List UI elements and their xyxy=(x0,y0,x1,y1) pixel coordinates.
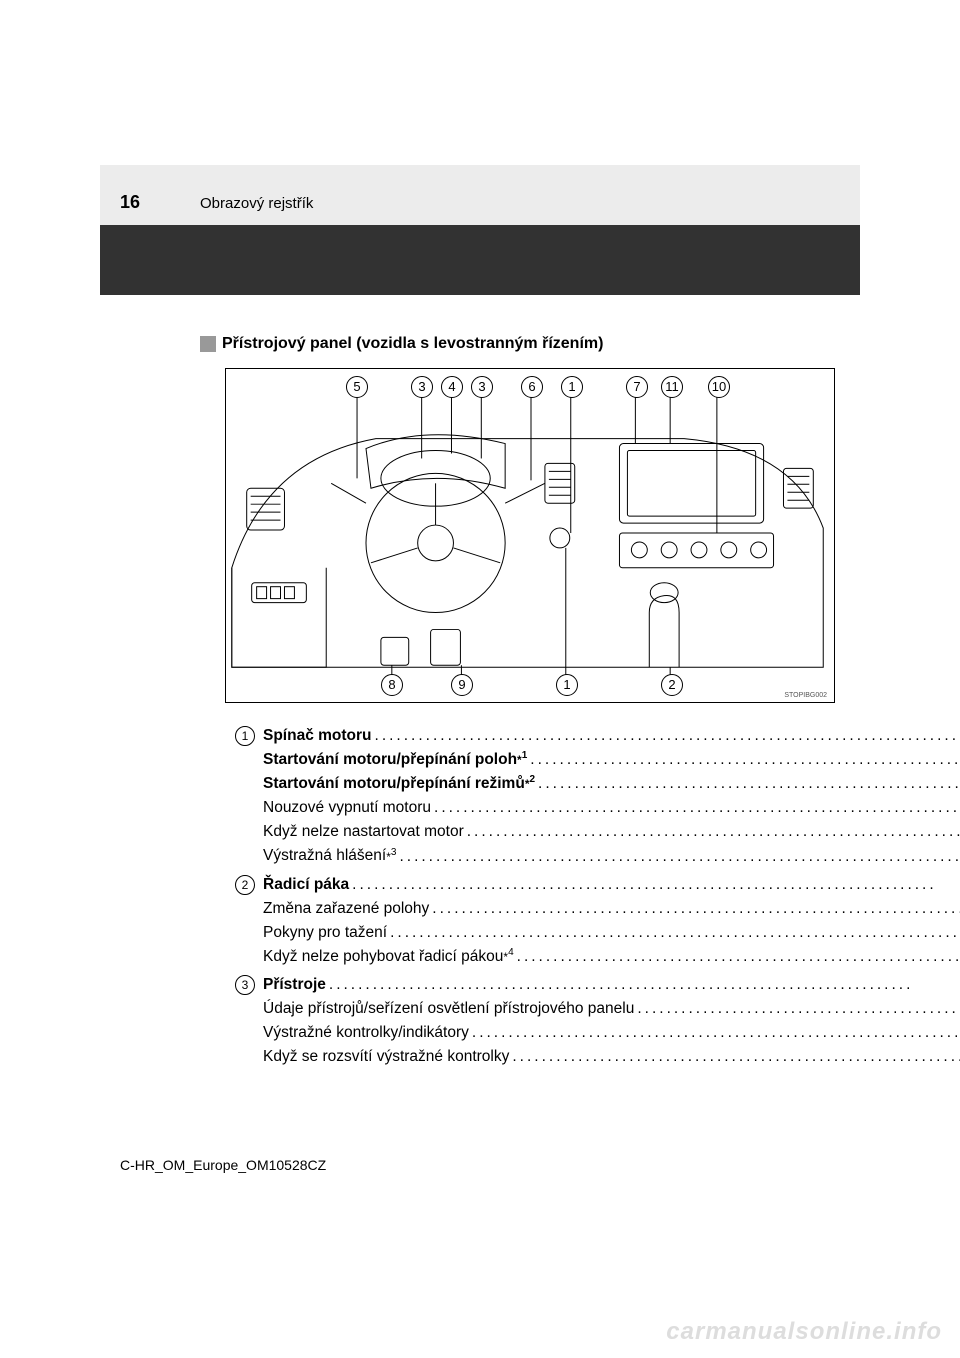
callout-circle: 3 xyxy=(471,376,493,398)
entry-number-badge: 3 xyxy=(235,975,255,995)
dashboard-diagram: 53436171110 8912 STOPIBG002 xyxy=(225,368,835,703)
entry-label: Řadicí páka xyxy=(263,873,349,897)
entry-line: Nouzové vypnutí motoru..................… xyxy=(263,796,960,820)
diagram-code: STOPIBG002 xyxy=(784,692,827,699)
callout-circle: 5 xyxy=(346,376,368,398)
callout-circle: 3 xyxy=(411,376,433,398)
entry-line: Spínač motoru...........................… xyxy=(263,724,960,748)
leader-dots: ........................................… xyxy=(375,724,960,748)
leader-dots: ........................................… xyxy=(432,897,960,921)
leader-dots: ........................................… xyxy=(399,845,960,869)
footnote-marker: *1 xyxy=(517,751,527,768)
entry-line: Přístroje...............................… xyxy=(263,973,960,997)
callout-circle: 1 xyxy=(561,376,583,398)
dashboard-sketch xyxy=(226,369,834,702)
square-bullet-icon xyxy=(200,336,216,352)
callout-circle: 11 xyxy=(661,376,683,398)
callout-circle: 2 xyxy=(661,674,683,696)
entry-label: Nouzové vypnutí motoru xyxy=(263,796,431,820)
entry-line: Startování motoru/přepínání poloh*1.....… xyxy=(263,748,960,772)
dashboard-svg xyxy=(226,369,834,702)
entry-line: Když se rozsvítí výstražné kontrolky....… xyxy=(263,1045,960,1069)
footer-code: C-HR_OM_Europe_OM10528CZ xyxy=(120,1157,326,1173)
leader-dots: ........................................… xyxy=(390,921,960,945)
entry-line: Výstražná hlášení*3.....................… xyxy=(263,844,960,868)
entry-label: Výstražné kontrolky/indikátory xyxy=(263,1021,469,1045)
entry-lines: Spínač motoru...........................… xyxy=(263,724,960,869)
footnote-marker: *4 xyxy=(503,948,513,965)
entry-line: Pokyny pro tažení.......................… xyxy=(263,921,960,945)
entry-line: Startování motoru/přepínání režimů*2....… xyxy=(263,772,960,796)
entry-line: Výstražné kontrolky/indikátory..........… xyxy=(263,1021,960,1045)
entry-label: Pokyny pro tažení xyxy=(263,921,387,945)
section-heading: Přístrojový panel (vozidla s levostranný… xyxy=(200,335,603,353)
entry-line: Změna zařazené polohy...................… xyxy=(263,897,960,921)
entry-number-badge: 2 xyxy=(235,875,255,895)
leader-dots: ........................................… xyxy=(512,1045,960,1069)
page-number: 16 xyxy=(120,192,140,213)
footnote-marker: *3 xyxy=(386,848,396,865)
leader-dots: ........................................… xyxy=(517,945,960,969)
callout-circle: 7 xyxy=(626,376,648,398)
entry-label: Když se rozsvítí výstražné kontrolky xyxy=(263,1045,509,1069)
leader-dots: ........................................… xyxy=(530,748,960,772)
entry-label: Když nelze nastartovat motor xyxy=(263,820,464,844)
index-entry: 2Řadicí páka............................… xyxy=(235,873,835,969)
entry-lines: Přístroje...............................… xyxy=(263,973,960,1069)
callout-circle: 6 xyxy=(521,376,543,398)
leader-dots: ........................................… xyxy=(538,772,960,796)
entry-label: Přístroje xyxy=(263,973,326,997)
entry-line: Řadicí páka.............................… xyxy=(263,873,960,897)
entry-line: Když nelze pohybovat řadicí pákou*4.....… xyxy=(263,945,960,969)
header-title: Obrazový rejstřík xyxy=(200,195,313,212)
entry-label: Startování motoru/přepínání poloh*1 xyxy=(263,748,527,772)
leader-dots: ........................................… xyxy=(329,973,960,997)
callout-circle: 4 xyxy=(441,376,463,398)
index-entry: 1Spínač motoru..........................… xyxy=(235,724,835,869)
entry-lines: Řadicí páka.............................… xyxy=(263,873,960,969)
entry-label: Spínač motoru xyxy=(263,724,372,748)
section-title: Přístrojový panel (vozidla s levostranný… xyxy=(222,335,603,353)
index-entries: 1Spínač motoru..........................… xyxy=(235,720,835,1069)
header-dark-band xyxy=(100,225,860,295)
index-entry: 3Přístroje..............................… xyxy=(235,973,835,1069)
footnote-marker: *2 xyxy=(525,775,535,792)
entry-line: Údaje přístrojů/seřízení osvětlení příst… xyxy=(263,997,960,1021)
callout-circle: 8 xyxy=(381,674,403,696)
callout-circle: 1 xyxy=(556,674,578,696)
entry-label: Údaje přístrojů/seřízení osvětlení příst… xyxy=(263,997,634,1021)
leader-dots: ........................................… xyxy=(434,796,960,820)
watermark: carmanualsonline.info xyxy=(666,1318,942,1346)
entry-number-badge: 1 xyxy=(235,726,255,746)
entry-label: Změna zařazené polohy xyxy=(263,897,429,921)
leader-dots: ........................................… xyxy=(637,997,960,1021)
entry-label: Výstražná hlášení*3 xyxy=(263,844,396,868)
callout-circle: 9 xyxy=(451,674,473,696)
entry-label: Když nelze pohybovat řadicí pákou*4 xyxy=(263,945,514,969)
callout-circle: 10 xyxy=(708,376,730,398)
leader-dots: ........................................… xyxy=(467,820,960,844)
leader-dots: ........................................… xyxy=(472,1021,960,1045)
entry-line: Když nelze nastartovat motor............… xyxy=(263,820,960,844)
leader-dots: ........................................… xyxy=(352,873,960,897)
entry-label: Startování motoru/přepínání režimů*2 xyxy=(263,772,535,796)
page: 16 Obrazový rejstřík Přístrojový panel (… xyxy=(0,0,960,1358)
